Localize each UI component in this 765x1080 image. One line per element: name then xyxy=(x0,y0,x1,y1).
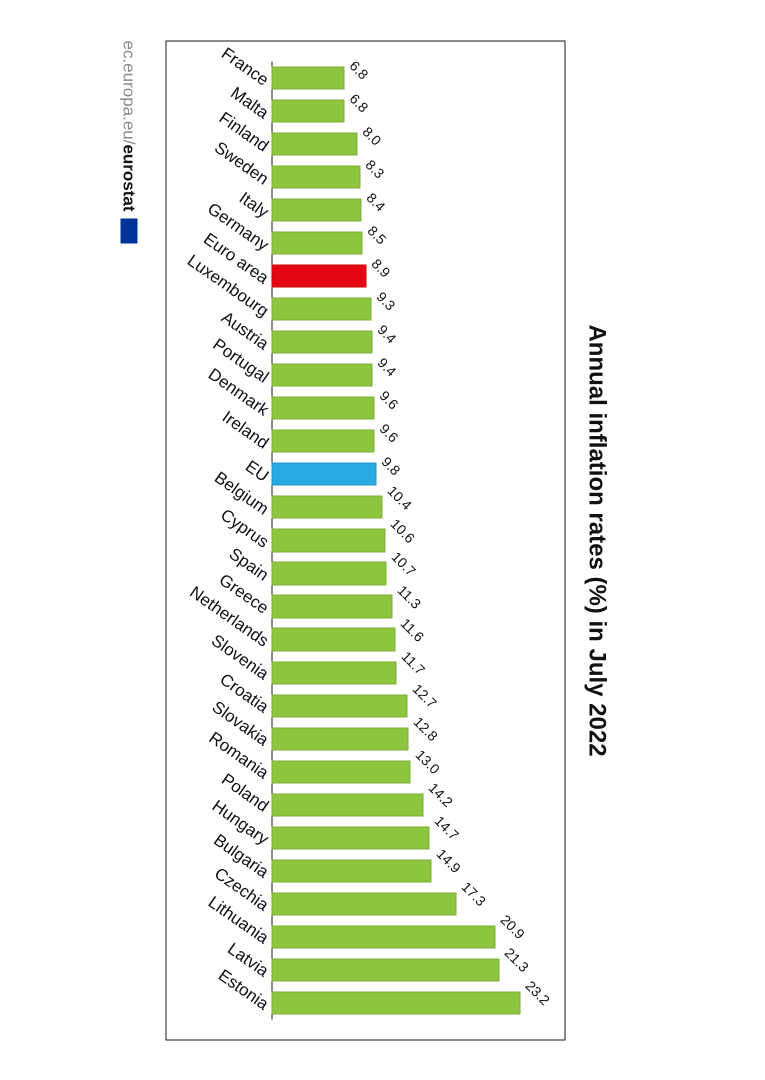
bar-slot: 9.4Portugal xyxy=(271,358,539,391)
bar-slot: 8.0Finland xyxy=(271,127,539,160)
bar-slot: 8.3Sweden xyxy=(271,160,539,193)
bar-slot: 11.7Slovenia xyxy=(271,656,539,689)
bar xyxy=(271,264,366,287)
bar xyxy=(271,297,371,320)
bar-slot: 14.2Poland xyxy=(271,788,539,821)
bar-slot: 23.2Estonia xyxy=(271,986,539,1019)
bar xyxy=(271,826,429,849)
bar-slot: 21.3Latvia xyxy=(271,953,539,986)
bar-slot: 9.4Austria xyxy=(271,325,539,358)
bar-slot: 17.3Czechia xyxy=(271,887,539,920)
bars-container: 6.8France6.8Malta8.0Finland8.3Sweden8.4I… xyxy=(271,61,539,1019)
bar xyxy=(271,429,374,452)
bar xyxy=(271,528,385,551)
bar-slot: 9.6Denmark xyxy=(271,391,539,424)
bar-slot: 14.9Bulgaria xyxy=(271,854,539,887)
bar xyxy=(271,363,372,386)
bar-slot: 9.3Luxembourg xyxy=(271,292,539,325)
bar-slot: 10.4Belgium xyxy=(271,490,539,523)
source-brand: eurostat xyxy=(119,144,138,211)
source-prefix: ec.europa.eu/ xyxy=(119,40,138,144)
bar-slot: 10.6Cyprus xyxy=(271,523,539,556)
bar xyxy=(271,661,396,684)
source-attribution: ec.europa.eu/eurostat xyxy=(118,40,138,243)
bar xyxy=(271,627,395,650)
bar xyxy=(271,859,431,882)
bar-slot: 8.9Euro area xyxy=(271,259,539,292)
bar xyxy=(271,330,372,353)
bar xyxy=(271,760,410,783)
bar-slot: 6.8Malta xyxy=(271,94,539,127)
bar xyxy=(271,727,408,750)
bar-slot: 9.6Ireland xyxy=(271,424,539,457)
bar-slot: 8.5Germany xyxy=(271,226,539,259)
bar xyxy=(271,892,456,915)
bar xyxy=(271,66,344,89)
bar-slot: 12.8Slovakia xyxy=(271,722,539,755)
bar xyxy=(271,694,407,717)
bar xyxy=(271,958,499,981)
bar xyxy=(271,99,344,122)
bar xyxy=(271,793,423,816)
bar xyxy=(271,396,374,419)
bar xyxy=(271,594,392,617)
bar xyxy=(271,462,376,485)
bar-slot: 9.8EU xyxy=(271,457,539,490)
bar xyxy=(271,495,382,518)
bar-slot: 12.7Croatia xyxy=(271,689,539,722)
plot-area: 6.8France6.8Malta8.0Finland8.3Sweden8.4I… xyxy=(271,61,539,1019)
bar xyxy=(271,231,362,254)
chart-frame: 6.8France6.8Malta8.0Finland8.3Sweden8.4I… xyxy=(165,40,565,1040)
bar xyxy=(271,132,357,155)
chart-title: Annual inflation rates (%) in July 2022 xyxy=(582,324,610,756)
eu-flag-icon xyxy=(120,218,137,243)
bar-slot: 11.6Netherlands xyxy=(271,623,539,656)
bar-slot: 20.9Lithuania xyxy=(271,920,539,953)
bar xyxy=(271,198,361,221)
bar-slot: 14.7Hungary xyxy=(271,821,539,854)
bar xyxy=(271,991,520,1014)
bar-slot: 8.4Italy xyxy=(271,193,539,226)
bar xyxy=(271,165,360,188)
category-label: EU xyxy=(241,456,273,487)
bar-slot: 6.8France xyxy=(271,61,539,94)
value-label: 6.8 xyxy=(346,56,371,81)
bar-slot: 13.0Romania xyxy=(271,755,539,788)
bar xyxy=(271,561,386,584)
category-label: France xyxy=(217,43,273,91)
bar xyxy=(271,925,495,948)
